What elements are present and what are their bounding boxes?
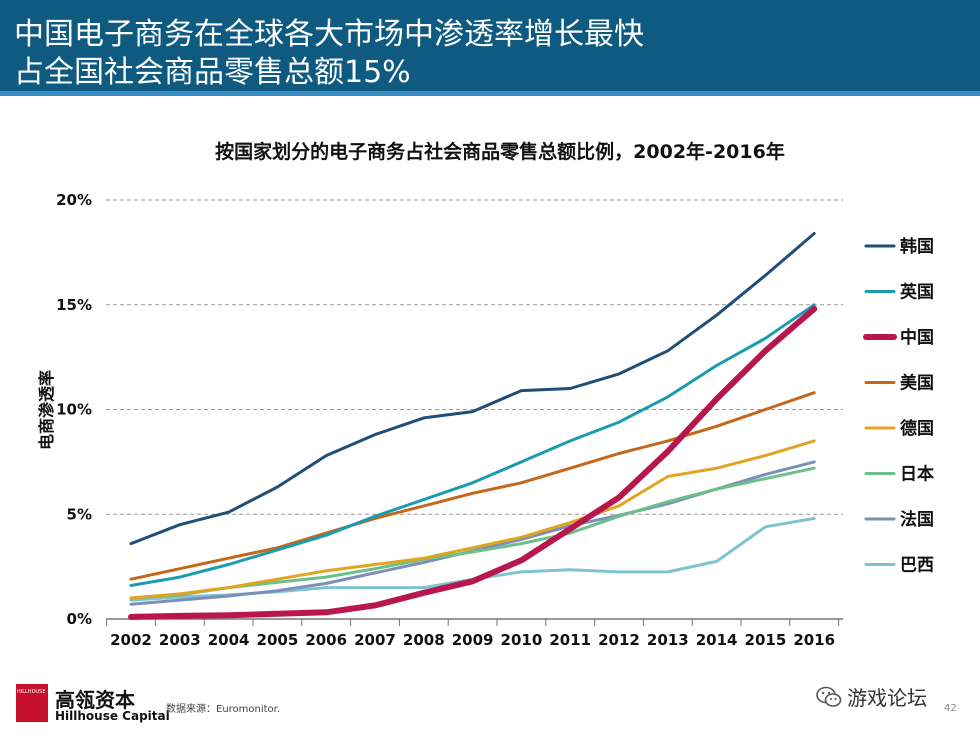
series-line-德国 [129,439,816,600]
chart-title: 按国家划分的电子商务占社会商品零售总额比例，2002年-2016年 [215,141,785,163]
wechat-icon [816,686,842,707]
x-axis [106,618,843,626]
x-tick-label: 2013 [647,631,689,649]
legend-label: 巴西 [900,556,934,576]
legend-label: 日本 [900,464,934,485]
x-tick-label: 2012 [598,631,640,649]
y-axis-label: 电商渗透率 [37,370,56,450]
x-tick-label: 2002 [110,631,152,649]
x-tick-label: 2004 [208,631,250,649]
x-tick-label: 2006 [305,631,347,649]
legend-label: 美国 [900,373,934,394]
y-tick-label: 15% [56,296,92,314]
logo-text: HILLHOUSE [17,689,46,695]
data-source-note: 数据来源：Euromonitor. [166,704,281,715]
x-tick-label: 2007 [354,631,396,649]
legend-label: 英国 [900,282,934,303]
y-axis-ticks: 0% 5% 10% 15% 20% [56,191,92,628]
series-line-英国 [129,303,816,587]
x-tick-label: 2010 [501,631,543,649]
legend-label: 德国 [900,418,934,439]
brand-name-chinese: 高瓴资本 [55,688,135,712]
title-banner: 中国电子商务在全球各大市场中渗透率增长最快 占全国社会商品零售总额15% [0,0,980,91]
series-line-韩国 [129,232,816,546]
brand-name-english: Hillhouse Capital [55,709,170,723]
y-tick-label: 20% [56,191,92,209]
y-tick-label: 10% [56,401,92,419]
slide-title-line-1: 中国电子商务在全球各大市场中渗透率增长最快 [14,17,644,52]
series-line-美国 [129,391,816,581]
y-tick-label: 0% [67,610,92,628]
page-number: 42 [944,703,957,714]
x-tick-label: 2014 [696,631,738,649]
wechat-watermark: 游戏论坛 [816,682,927,711]
y-tick-label: 5% [67,505,92,523]
series-lines [128,232,818,620]
legend-label: 韩国 [900,236,934,257]
series-line-中国 [128,305,818,620]
x-tick-label: 2003 [159,631,201,649]
legend-label: 法国 [900,509,934,530]
x-tick-label: 2015 [745,631,787,649]
slide-title-line-2: 占全国社会商品零售总额15% [14,55,411,90]
legend-label: 中国 [900,327,934,348]
wechat-account-name: 游戏论坛 [847,686,928,710]
x-tick-label: 2011 [549,631,591,649]
grid-lines [106,199,843,515]
hillhouse-logo: HILLHOUSE [16,684,48,722]
title-divider [0,91,980,96]
x-tick-label: 2016 [793,631,835,649]
x-tick-label: 2009 [452,631,494,649]
x-tick-label: 2008 [403,631,445,649]
x-axis-ticks: 2002 2003 2004 2005 2006 2007 2008 2009 2010 2011… [110,631,835,649]
x-tick-label: 2005 [257,631,299,649]
